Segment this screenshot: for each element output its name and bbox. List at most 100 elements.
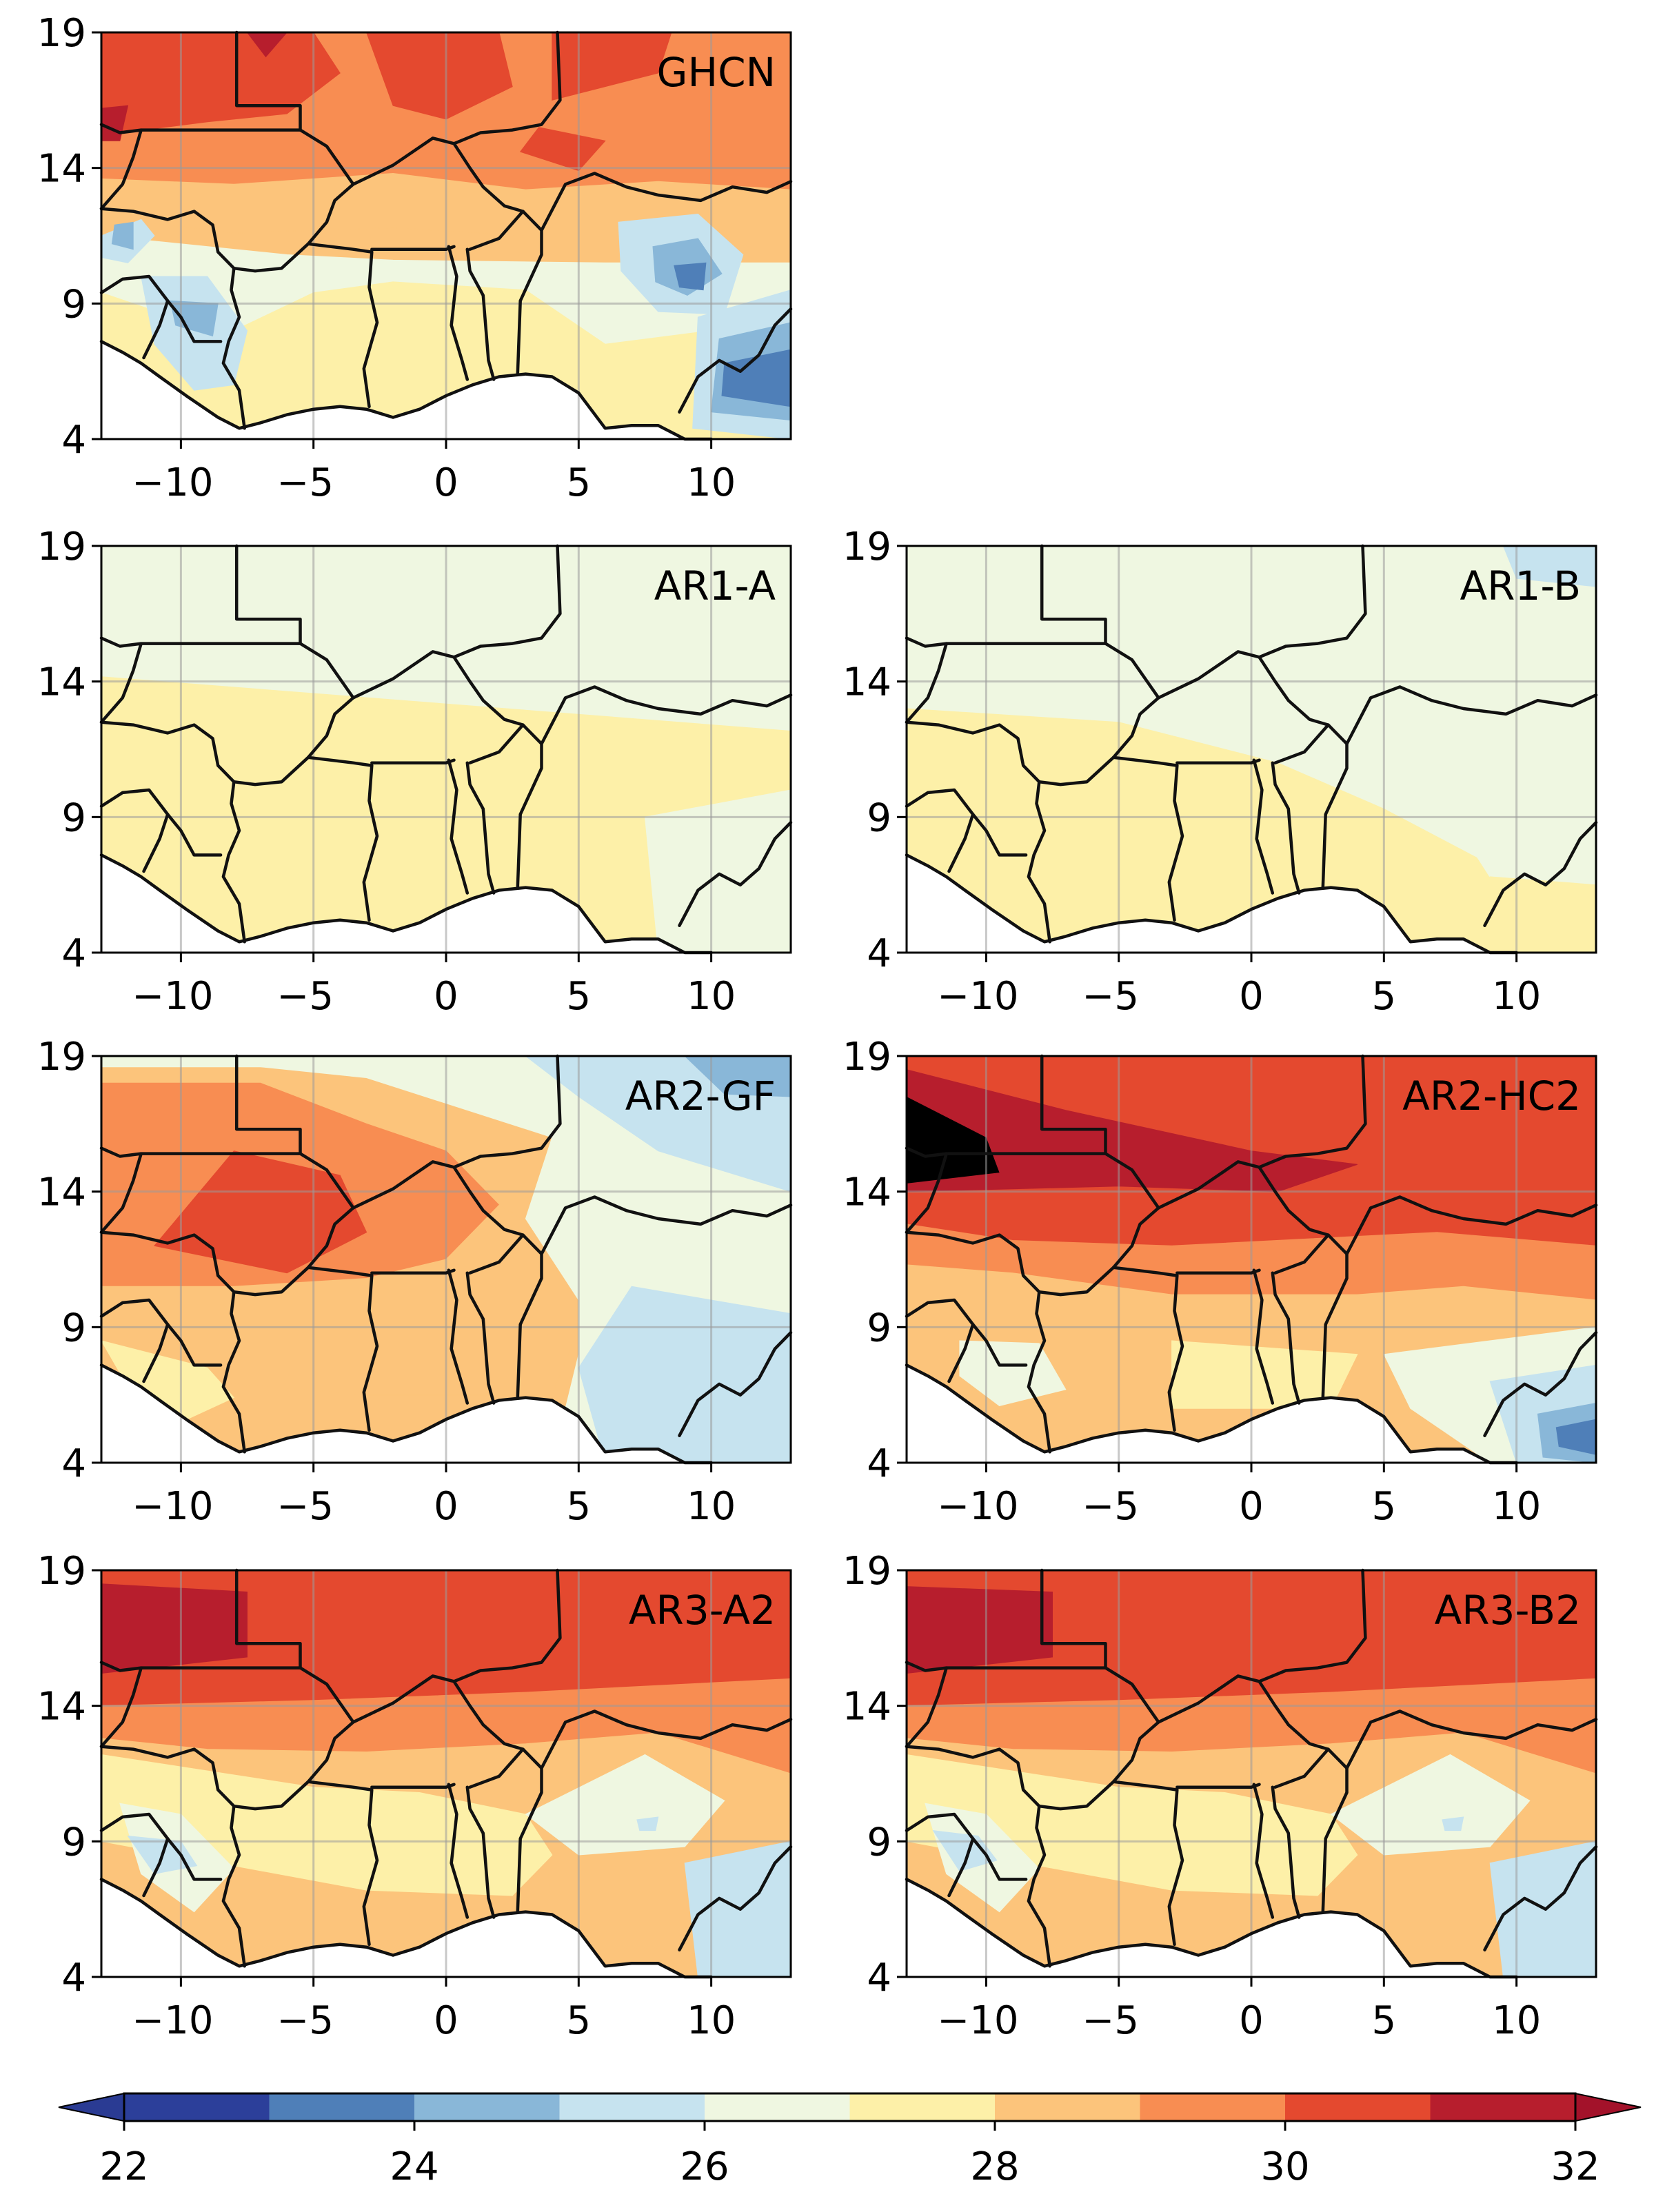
border-line (1111, 1780, 1184, 1947)
lon-tick-label: −10 (132, 1998, 213, 2043)
lon-tick-label: 5 (566, 460, 591, 505)
border-line (678, 820, 793, 927)
colorbar-swatch (705, 2093, 850, 2121)
border-line (1175, 1268, 1261, 1275)
border-line (99, 1298, 170, 1383)
colorbar-tick-label: 28 (970, 2144, 1019, 2189)
border-line (452, 656, 525, 727)
colorbar-swatch (414, 2093, 560, 2121)
border-line (1038, 642, 1160, 787)
lat-tick-label: 14 (842, 1685, 891, 1729)
border-line (370, 1268, 456, 1275)
border-line (678, 307, 793, 414)
map-panel-ar3-b2: −10 −5 0 5 10 4 9 14 19 AR3-B2 (842, 1549, 1598, 2043)
lon-tick-label: 0 (1239, 974, 1264, 1019)
border-line (370, 758, 456, 764)
colorbar-swatch (269, 2093, 415, 2121)
border-line (905, 1666, 948, 1748)
border-line (971, 1323, 1028, 1367)
lon-tick-label: 0 (434, 1484, 458, 1529)
lat-tick-label: 14 (37, 147, 86, 192)
lon-tick-label: −10 (937, 1998, 1018, 2043)
border-line (1483, 1845, 1598, 1951)
lon-tick-label: −10 (132, 974, 213, 1019)
lat-tick-label: 9 (61, 1306, 86, 1350)
border-line (1175, 758, 1261, 764)
lat-tick-label: 19 (842, 1549, 891, 1594)
border-line (447, 1268, 470, 1405)
border-line (1175, 1783, 1261, 1789)
lat-tick-label: 4 (61, 931, 86, 976)
axes: −10 −5 0 5 10 4 9 14 19 (37, 525, 736, 1019)
border-line (1258, 1680, 1330, 1751)
lon-tick-label: 10 (687, 1484, 736, 1529)
coastline (905, 1363, 1518, 1465)
axes: −10 −5 0 5 10 4 9 14 19 (37, 1035, 736, 1529)
border-line (1345, 685, 1598, 746)
border-line (1271, 761, 1301, 895)
coastline (99, 853, 713, 955)
lon-tick-label: 0 (1239, 1998, 1264, 2043)
border-line (99, 642, 143, 724)
border-line (905, 1152, 948, 1234)
colorbar-tick-label: 30 (1260, 2144, 1309, 2189)
axes: −10 −5 0 5 10 4 9 14 19 (37, 11, 736, 505)
lat-tick-label: 14 (37, 1170, 86, 1215)
border-line (232, 642, 355, 787)
colorbar-swatch (124, 2093, 270, 2121)
border-line (99, 1666, 143, 1748)
lon-tick-label: 5 (1371, 1484, 1396, 1529)
lon-tick-label: 10 (1492, 974, 1541, 1019)
colorbar-tick-label: 32 (1551, 2144, 1600, 2189)
country-borders (905, 1054, 1598, 1465)
map-panel-ar2-hc2: −10 −5 0 5 10 4 9 14 19 AR2-HC2 (842, 1035, 1598, 1529)
lon-tick-label: 0 (1239, 1484, 1264, 1529)
border-line (352, 544, 562, 700)
border-line (1111, 755, 1184, 922)
colorbar-under-extension (58, 2092, 125, 2122)
border-line (540, 685, 793, 746)
lat-tick-label: 4 (867, 931, 891, 976)
colorbar-swatch (849, 2093, 996, 2121)
border-line (678, 1845, 793, 1951)
lat-tick-label: 9 (867, 795, 891, 840)
lat-tick-label: 19 (37, 1549, 86, 1594)
border-line (452, 1166, 525, 1237)
coastline (99, 1878, 713, 1979)
border-line (232, 1666, 355, 1811)
lon-tick-label: 5 (566, 974, 591, 1019)
country-borders (99, 30, 793, 441)
coastline (905, 1878, 1518, 1979)
lat-tick-label: 9 (867, 1306, 891, 1350)
lat-tick-label: 19 (37, 1035, 86, 1079)
lat-tick-label: 4 (61, 418, 86, 463)
panel-label: AR2-GF (625, 1073, 776, 1119)
border-line (1252, 1783, 1275, 1919)
lon-tick-label: 0 (434, 1998, 458, 2043)
border-line (1483, 1330, 1598, 1437)
border-line (165, 813, 223, 857)
map-panel-ar1-a: −10 −5 0 5 10 4 9 14 19 AR1-A (37, 525, 793, 1019)
lon-tick-label: −5 (276, 974, 334, 1019)
colorbar-swatch (559, 2093, 705, 2121)
border-line (678, 1330, 793, 1437)
border-line (465, 1271, 496, 1405)
border-line (465, 247, 496, 381)
country-borders (99, 1568, 793, 1979)
panel-label: AR2-HC2 (1402, 1073, 1581, 1119)
border-line (465, 1785, 496, 1919)
lat-tick-label: 4 (61, 1441, 86, 1486)
border-line (370, 245, 456, 251)
colorbar-swatch (1430, 2093, 1576, 2121)
border-line (352, 1054, 562, 1210)
lat-tick-label: 19 (842, 525, 891, 569)
lon-tick-label: −10 (937, 974, 1018, 1019)
lat-tick-label: 9 (61, 795, 86, 840)
border-line (905, 642, 948, 724)
border-line (1258, 1166, 1330, 1237)
lat-tick-label: 14 (842, 1170, 891, 1215)
border-line (1038, 1152, 1160, 1297)
lat-tick-label: 19 (37, 11, 86, 56)
lat-tick-label: 4 (61, 1956, 86, 2000)
